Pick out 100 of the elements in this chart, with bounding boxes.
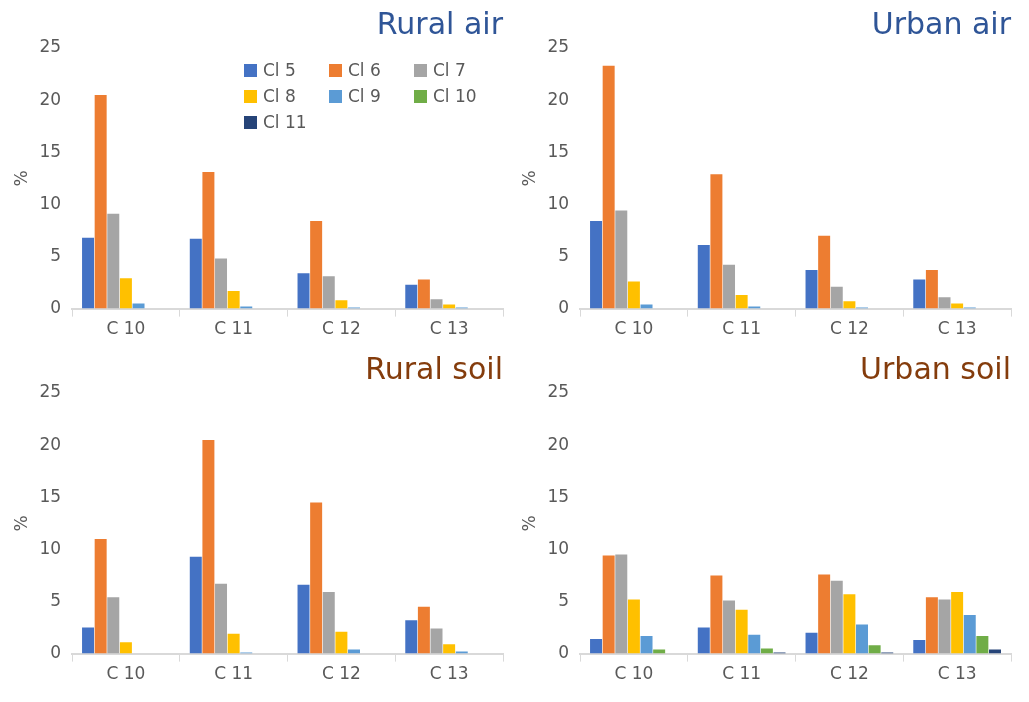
y-tick-label: 20 bbox=[39, 88, 62, 109]
bar bbox=[989, 649, 1001, 654]
chart-title: Rural soil bbox=[365, 350, 503, 386]
y-axis-title: % bbox=[10, 515, 31, 532]
bar bbox=[723, 600, 736, 654]
bar bbox=[443, 304, 456, 309]
bar bbox=[119, 278, 132, 309]
x-tick-label: C 10 bbox=[106, 318, 146, 339]
bar bbox=[723, 264, 736, 309]
y-tick-label: 5 bbox=[558, 244, 570, 265]
bar bbox=[590, 639, 603, 654]
y-tick-label: 20 bbox=[547, 433, 570, 454]
legend-label: Cl 11 bbox=[263, 112, 307, 132]
y-tick-label: 0 bbox=[50, 642, 62, 663]
y-tick-label: 25 bbox=[39, 381, 62, 402]
y-tick-label: 15 bbox=[39, 140, 62, 161]
bar bbox=[82, 627, 95, 654]
y-tick-label: 15 bbox=[547, 485, 570, 506]
bar bbox=[202, 172, 215, 309]
legend-label: Cl 9 bbox=[348, 86, 381, 106]
bar bbox=[322, 276, 335, 309]
bar bbox=[951, 592, 964, 654]
y-tick-label: 5 bbox=[50, 589, 62, 610]
x-tick-label: C 13 bbox=[429, 663, 469, 684]
chart-title: Urban air bbox=[871, 5, 1012, 41]
bar bbox=[119, 642, 132, 654]
bar bbox=[335, 631, 348, 654]
x-tick-label: C 11 bbox=[214, 663, 254, 684]
bar bbox=[735, 295, 748, 309]
bar bbox=[627, 599, 640, 654]
y-tick-label: 5 bbox=[50, 244, 62, 265]
bar bbox=[805, 632, 818, 654]
y-tick-label: 0 bbox=[50, 297, 62, 318]
bar bbox=[417, 606, 430, 654]
y-tick-label: 0 bbox=[558, 297, 570, 318]
bar bbox=[94, 94, 107, 309]
bar bbox=[405, 620, 418, 654]
y-tick-label: 20 bbox=[547, 88, 570, 109]
x-tick-label: C 12 bbox=[829, 318, 869, 339]
y-tick-label: 25 bbox=[39, 36, 62, 57]
bar bbox=[443, 644, 456, 654]
bar bbox=[627, 281, 640, 309]
bar bbox=[843, 594, 856, 654]
x-tick-label: C 12 bbox=[321, 663, 361, 684]
x-tick-label: C 10 bbox=[614, 318, 654, 339]
legend-label: Cl 10 bbox=[433, 86, 477, 106]
legend-label: Cl 5 bbox=[263, 60, 296, 80]
y-tick-label: 15 bbox=[39, 485, 62, 506]
bar bbox=[843, 301, 856, 309]
x-tick-label: C 13 bbox=[937, 318, 977, 339]
y-axis-title: % bbox=[518, 515, 539, 532]
bar bbox=[913, 279, 926, 309]
bar bbox=[653, 649, 666, 654]
y-axis-title: % bbox=[10, 170, 31, 187]
bar bbox=[976, 635, 989, 654]
y-tick-label: 10 bbox=[39, 537, 62, 558]
bar bbox=[405, 284, 418, 309]
bar bbox=[322, 592, 335, 654]
bar bbox=[417, 279, 430, 309]
bar bbox=[107, 213, 120, 309]
bar bbox=[735, 609, 748, 654]
x-tick-label: C 11 bbox=[214, 318, 254, 339]
x-tick-label: C 11 bbox=[722, 318, 762, 339]
bar bbox=[430, 628, 443, 654]
bar bbox=[297, 584, 310, 654]
chart-title: Urban soil bbox=[860, 350, 1011, 386]
bar bbox=[615, 210, 628, 309]
bar bbox=[925, 270, 938, 309]
bar bbox=[189, 556, 202, 654]
bar bbox=[132, 303, 145, 309]
bar bbox=[710, 174, 723, 309]
bar bbox=[640, 635, 653, 654]
bar bbox=[348, 649, 360, 654]
bar bbox=[590, 221, 603, 309]
bar bbox=[760, 648, 773, 654]
bar bbox=[938, 599, 951, 654]
bar bbox=[430, 299, 443, 309]
x-tick-label: C 13 bbox=[429, 318, 469, 339]
y-axis-title: % bbox=[518, 170, 539, 187]
bar bbox=[615, 554, 628, 654]
y-tick-label: 10 bbox=[547, 537, 570, 558]
legend-label: Cl 6 bbox=[348, 60, 381, 80]
bar bbox=[856, 624, 868, 654]
bar bbox=[82, 237, 95, 309]
legend-label: Cl 8 bbox=[263, 86, 296, 106]
bar bbox=[215, 258, 228, 309]
bar bbox=[297, 273, 310, 309]
bar bbox=[913, 640, 926, 654]
bar bbox=[805, 270, 818, 309]
y-tick-label: 10 bbox=[39, 192, 62, 213]
x-tick-label: C 12 bbox=[829, 663, 869, 684]
bar bbox=[938, 297, 951, 309]
x-tick-label: C 11 bbox=[722, 663, 762, 684]
bar bbox=[310, 221, 323, 309]
bar bbox=[640, 304, 653, 309]
bar bbox=[697, 245, 710, 309]
bar bbox=[335, 300, 348, 309]
x-tick-label: C 13 bbox=[937, 663, 977, 684]
x-tick-label: C 12 bbox=[321, 318, 361, 339]
bar bbox=[748, 634, 761, 654]
